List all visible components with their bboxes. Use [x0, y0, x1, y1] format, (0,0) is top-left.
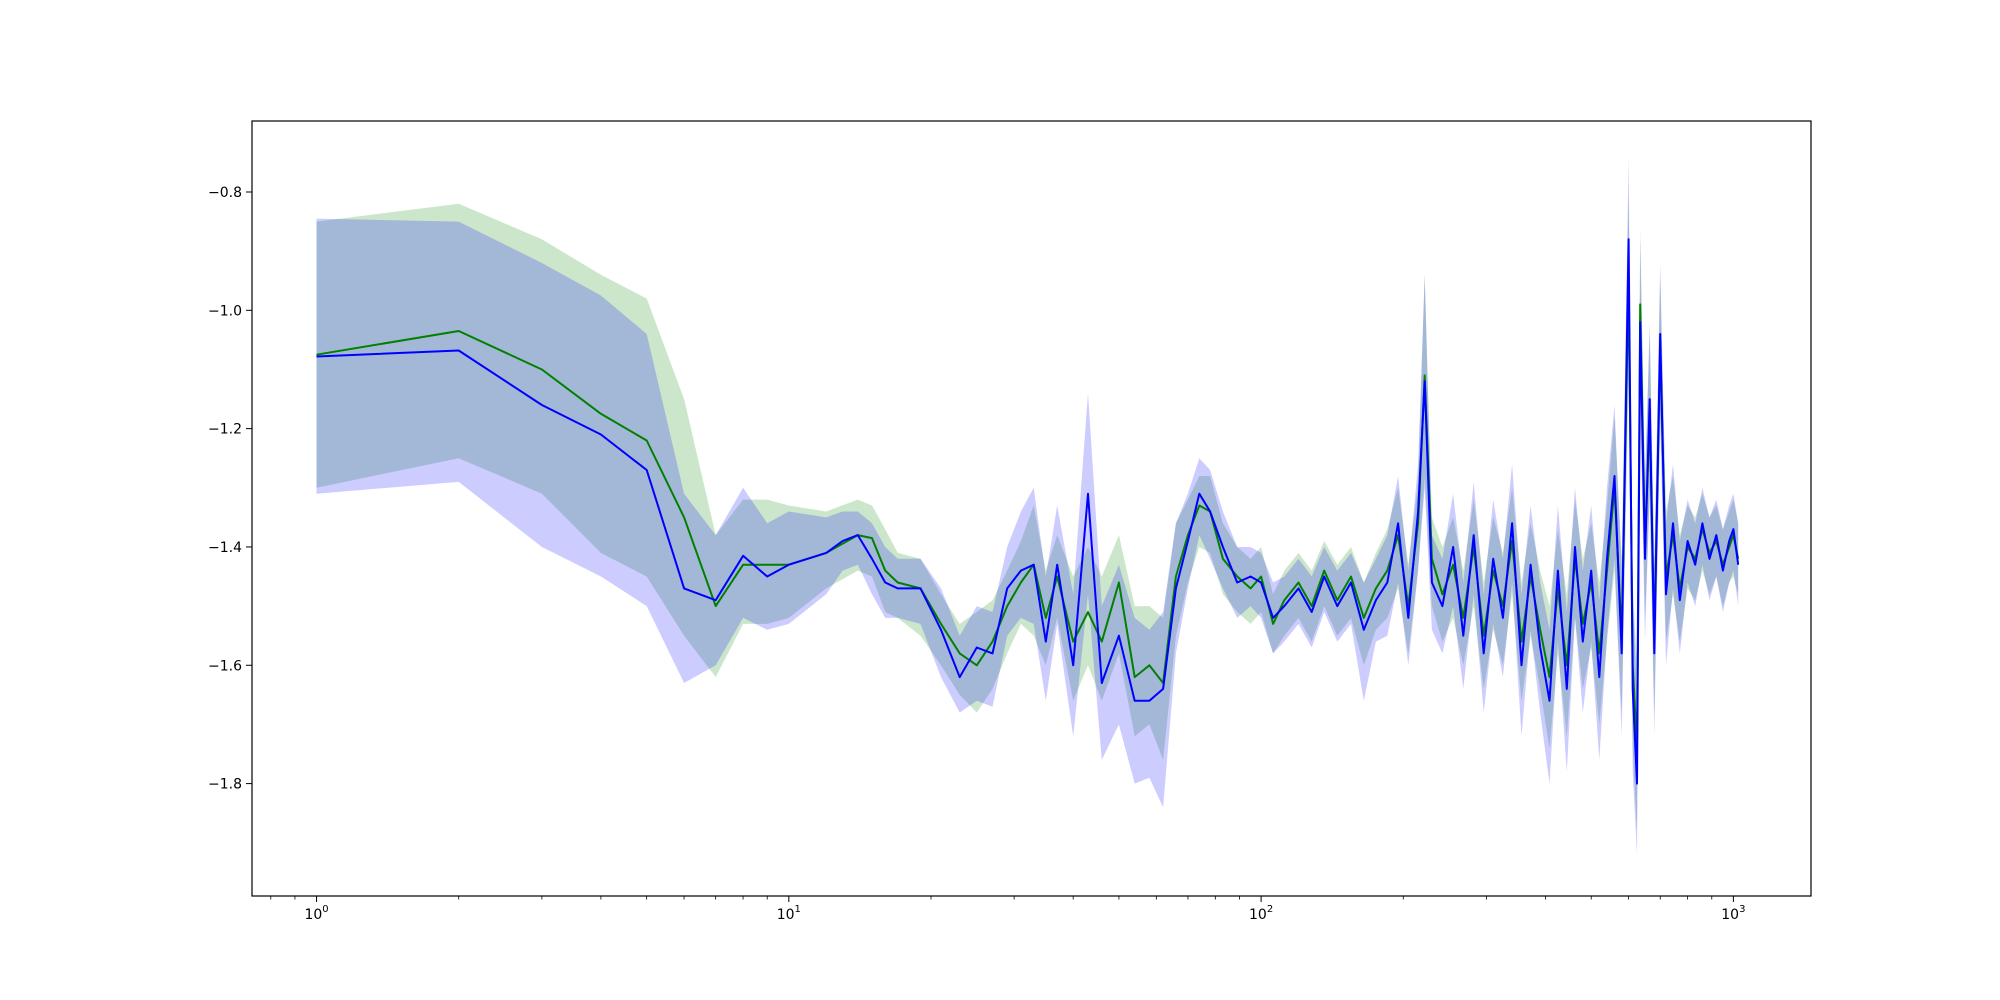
x-tick-exponent: 0: [322, 904, 328, 915]
y-axis: −0.8 −1.0 −1.2 −1.4 −1.6 −1.8: [208, 185, 252, 793]
y-tick-label: −1.0: [208, 303, 242, 319]
x-tick-base: 10: [1249, 907, 1267, 923]
x-tick-exponent: 2: [1267, 904, 1273, 915]
plot-area: [316, 156, 1740, 855]
y-tick-label: −1.2: [208, 422, 242, 438]
x-tick-exponent: 3: [1739, 904, 1745, 915]
axes-frame: [251, 120, 1812, 897]
x-tick-base: 10: [1721, 907, 1739, 923]
x-tick-label: 102: [1249, 904, 1273, 923]
x-tick-label: 103: [1721, 904, 1745, 923]
confidence-bands: [316, 156, 1739, 855]
series-lines: [316, 238, 1740, 785]
series-1-band: [316, 192, 1739, 831]
x-tick-label: 100: [304, 904, 328, 923]
x-tick-label: 101: [777, 904, 801, 923]
x-tick-base: 10: [304, 907, 322, 923]
x-tick-exponent: 1: [795, 904, 801, 915]
x-tick-base: 10: [777, 907, 795, 923]
y-tick-label: −0.8: [208, 185, 242, 201]
series-2-band: [316, 156, 1739, 855]
y-tick-label: −1.6: [208, 658, 242, 674]
y-tick-label: −1.8: [208, 777, 242, 793]
y-tick-label: −1.4: [208, 540, 242, 556]
x-axis: 100 101 102 103: [270, 896, 1745, 923]
series-2-line: [316, 238, 1740, 785]
